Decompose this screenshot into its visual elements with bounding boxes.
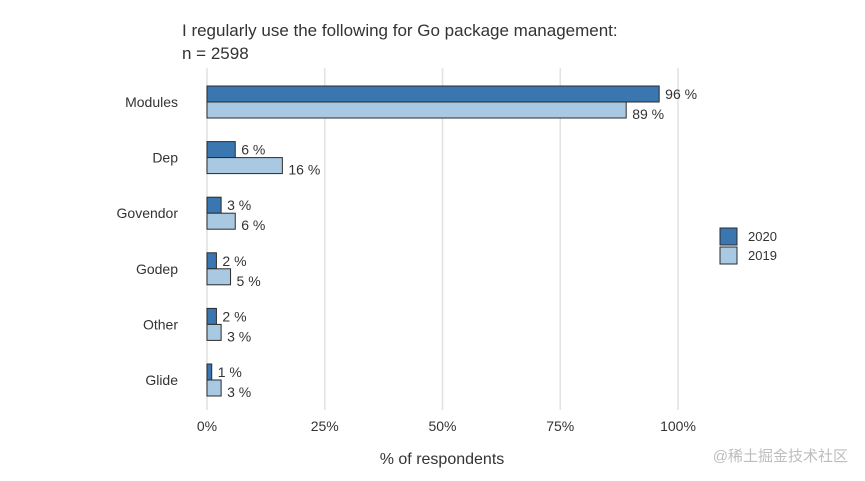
category-label: Other xyxy=(143,316,178,332)
gridlines xyxy=(206,68,679,410)
data-label: 1 % xyxy=(218,364,242,380)
bar-2020 xyxy=(206,252,217,270)
x-tick-label: 75% xyxy=(546,418,574,434)
legend-swatch-2019 xyxy=(719,246,738,265)
data-label: 16 % xyxy=(288,162,320,178)
bar-2020 xyxy=(206,196,222,214)
bar-2019 xyxy=(206,212,236,230)
chart-title: I regularly use the following for Go pac… xyxy=(182,21,618,40)
data-label: 2 % xyxy=(222,308,246,324)
data-label: 89 % xyxy=(632,106,664,122)
data-label: 3 % xyxy=(227,197,251,213)
category-label: Dep xyxy=(152,150,178,166)
category-label: Godep xyxy=(136,261,178,277)
data-labels: 96 %89 % 6 % 16 % 3 % 6 % 2 % 5 % 2 % 3 % 1 % 3 % xyxy=(218,86,697,400)
data-label: 6 % xyxy=(241,142,265,158)
category-label: Govendor xyxy=(117,205,179,221)
x-tick-label: 50% xyxy=(428,418,456,434)
data-label: 2 % xyxy=(222,253,246,269)
bar-2020 xyxy=(206,85,660,103)
bar-2019 xyxy=(206,379,222,397)
bar-2019 xyxy=(206,268,232,286)
category-label: Glide xyxy=(145,372,178,388)
category-label: Modules xyxy=(125,94,178,110)
bar-2020 xyxy=(206,363,213,381)
data-label: 3 % xyxy=(227,384,251,400)
data-label: 96 % xyxy=(665,86,697,102)
legend-swatch-2020 xyxy=(719,227,738,246)
x-tick-label: 100% xyxy=(660,418,696,434)
bar-2019 xyxy=(206,101,627,119)
x-tick-labels: 0% 25% 50% 75% 100% xyxy=(197,418,696,434)
bar-2020 xyxy=(206,141,236,159)
bar-2020 xyxy=(206,307,217,325)
bars xyxy=(206,85,660,397)
x-tick-label: 0% xyxy=(197,418,217,434)
legend-label: 2019 xyxy=(748,248,777,263)
bar-2019 xyxy=(206,323,222,341)
x-axis-title: % of respondents xyxy=(380,451,505,468)
x-tick-label: 25% xyxy=(311,418,339,434)
chart-subtitle: n = 2598 xyxy=(182,44,249,63)
legend-label: 2020 xyxy=(748,229,777,244)
watermark: @稀土掘金技术社区 xyxy=(713,448,848,465)
bar-2019 xyxy=(206,157,283,175)
data-label: 5 % xyxy=(237,273,261,289)
data-label: 3 % xyxy=(227,328,251,344)
category-labels: Modules Dep Govendor Godep Other Glide xyxy=(117,94,179,388)
data-label: 6 % xyxy=(241,217,265,233)
legend: 2020 2019 xyxy=(719,227,777,265)
